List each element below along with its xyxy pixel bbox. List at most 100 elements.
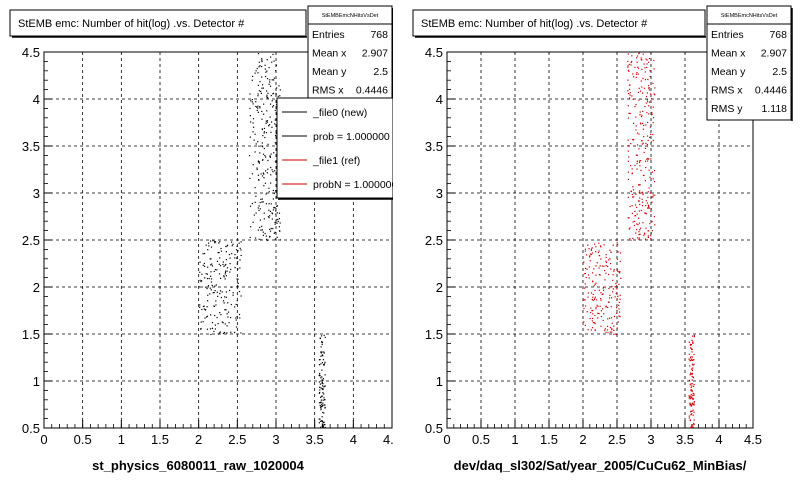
data-point (627, 160, 629, 162)
data-point (322, 379, 324, 381)
data-point (210, 333, 212, 336)
data-point (203, 308, 205, 310)
data-point (689, 419, 691, 422)
data-point (627, 217, 629, 219)
data-point (616, 307, 618, 309)
data-point (258, 161, 260, 163)
data-point (649, 136, 651, 139)
data-point (635, 228, 638, 231)
data-point (635, 73, 638, 75)
data-point (616, 285, 618, 287)
data-point (222, 332, 225, 335)
data-point (318, 418, 320, 420)
data-point (638, 238, 640, 241)
data-point (224, 271, 227, 274)
stats-name: StEMBEmcNHitsVsDet (322, 13, 379, 19)
data-point (265, 132, 268, 134)
data-point (636, 55, 639, 57)
data-point (319, 383, 322, 385)
data-point (223, 276, 225, 278)
data-point (647, 205, 650, 207)
data-point (275, 93, 277, 96)
data-point (274, 223, 276, 225)
data-point (276, 205, 278, 207)
data-point (258, 162, 261, 164)
data-point (324, 424, 326, 426)
data-point (638, 52, 641, 54)
data-point (213, 330, 215, 333)
data-point (257, 95, 259, 97)
data-point (249, 205, 252, 207)
data-point (690, 405, 692, 407)
data-point (217, 252, 219, 254)
data-point (689, 398, 691, 400)
data-point (266, 121, 268, 123)
data-point (324, 385, 326, 387)
data-point (587, 329, 589, 331)
data-point (237, 268, 239, 270)
data-point (648, 230, 650, 232)
data-point (613, 270, 615, 272)
data-point (690, 426, 693, 428)
data-point (324, 336, 326, 338)
data-point (639, 192, 641, 194)
x-tick-label: 2.5 (228, 432, 246, 447)
data-point (616, 312, 618, 314)
data-point (216, 316, 218, 319)
data-point (269, 230, 272, 232)
y-tick-label: 3 (436, 186, 443, 201)
data-point (688, 417, 690, 419)
data-point (206, 273, 208, 275)
data-point (611, 285, 613, 288)
data-point (689, 404, 691, 406)
data-point (594, 314, 596, 317)
data-point (220, 247, 222, 250)
data-point (644, 71, 646, 73)
data-point (235, 319, 237, 321)
data-point (592, 313, 594, 315)
data-point (321, 381, 323, 384)
data-point (214, 242, 216, 244)
data-point (240, 332, 242, 334)
data-point (649, 101, 651, 103)
data-point (278, 85, 280, 87)
data-point (690, 413, 692, 416)
data-point (646, 135, 649, 137)
data-point (323, 399, 326, 401)
data-point (602, 289, 605, 291)
data-point (319, 372, 321, 375)
data-point (223, 265, 225, 268)
data-point (615, 333, 617, 335)
data-point (260, 173, 262, 175)
data-point (604, 279, 606, 281)
data-point (321, 425, 323, 427)
data-point (609, 258, 611, 260)
data-point (211, 322, 214, 324)
data-point (257, 84, 259, 86)
data-point (278, 226, 281, 228)
data-point (229, 289, 231, 292)
data-point (629, 238, 631, 240)
data-point (204, 277, 206, 279)
data-point (629, 97, 631, 99)
data-point (691, 359, 693, 361)
data-point (268, 66, 270, 69)
data-point (276, 212, 279, 214)
data-point (255, 101, 257, 103)
data-point (320, 409, 322, 411)
data-point (591, 252, 594, 254)
data-point (251, 98, 253, 101)
data-point (584, 250, 586, 252)
data-point (642, 77, 644, 80)
data-point (620, 277, 622, 279)
data-point (323, 421, 325, 423)
data-point (260, 92, 263, 94)
data-point (632, 139, 634, 141)
data-point (271, 126, 273, 128)
data-point (253, 139, 255, 141)
data-point (649, 192, 652, 194)
data-point (639, 165, 641, 167)
data-point (636, 223, 638, 225)
data-point (644, 233, 646, 235)
data-point (594, 322, 596, 324)
